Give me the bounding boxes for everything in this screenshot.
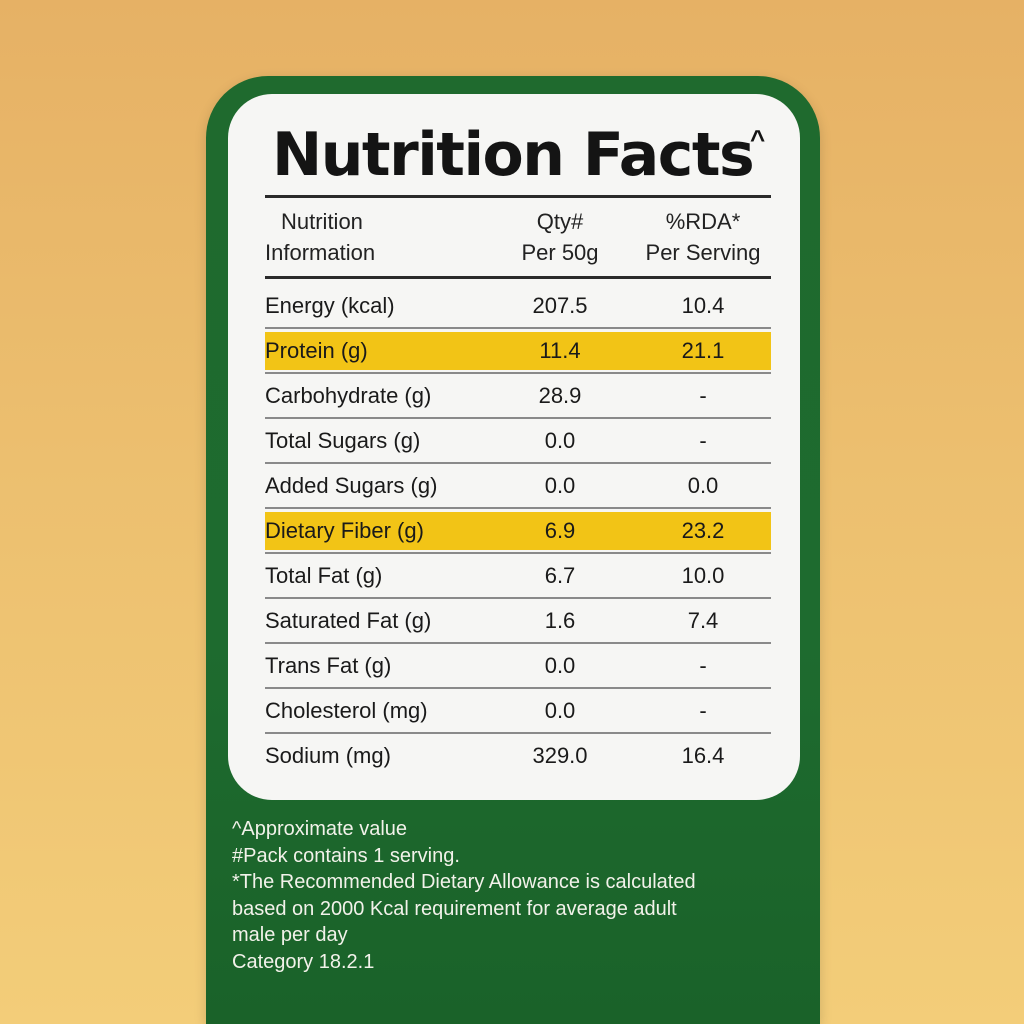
nutrition-facts-title: Nutrition Facts (272, 120, 755, 190)
nutrient-name: Energy (kcal) (265, 293, 395, 318)
header-rda-per-serving: %RDA* Per Serving (645, 209, 761, 265)
footnote-line: ^Approximate value (232, 818, 408, 840)
nutrient-name: Added Sugars (g) (265, 473, 438, 498)
nutrition-table-body: Energy (kcal) 207.5 10.4 Protein (g) 11.4 21.… (265, 284, 771, 779)
rda-per-serving: - (699, 383, 707, 408)
qty-per-50g: 0.0 (544, 653, 576, 678)
title-divider (265, 195, 771, 198)
qty-per-50g: 207.5 (532, 293, 588, 318)
title-row: Nutrition Facts ^ (272, 114, 772, 196)
qty-per-50g: 6.9 (544, 518, 576, 543)
nutrient-name: Sodium (mg) (265, 743, 391, 768)
table-row: Total Sugars (g) 0.0 - (265, 419, 771, 464)
rda-per-serving: 10.4 (681, 293, 725, 318)
rda-per-serving: 10.0 (681, 563, 725, 588)
table-row: Total Fat (g) 6.7 10.0 (265, 554, 771, 599)
footnote-line: male per day (232, 924, 348, 946)
qty-per-50g: 0.0 (544, 698, 576, 723)
rda-per-serving: 0.0 (687, 473, 719, 498)
nutrient-name: Dietary Fiber (g) (265, 518, 424, 543)
header-nutrition-information: Nutrition Information (265, 209, 376, 265)
nutrient-name: Protein (g) (265, 338, 368, 363)
qty-per-50g: 28.9 (538, 383, 582, 408)
nutrient-name: Cholesterol (mg) (265, 698, 428, 723)
table-row: Added Sugars (g) 0.0 0.0 (265, 464, 771, 509)
table-row: Sodium (mg) 329.0 16.4 (265, 734, 771, 779)
nutrient-name: Trans Fat (g) (265, 653, 392, 678)
table-row: Carbohydrate (g) 28.9 - (265, 374, 771, 419)
table-header: Nutrition Information Qty# Per 50g %RDA*… (265, 204, 771, 274)
nutrition-facts-card: Nutrition Facts ^ Nutrition Information … (228, 94, 800, 800)
qty-per-50g: 329.0 (532, 743, 588, 768)
table-row: Saturated Fat (g) 1.6 7.4 (265, 599, 771, 644)
table-row: Dietary Fiber (g) 6.9 23.2 (265, 509, 771, 554)
nutrient-name: Total Fat (g) (265, 563, 383, 588)
title-footnote-mark: ^ (750, 124, 766, 154)
rda-per-serving: - (699, 653, 707, 678)
qty-per-50g: 0.0 (544, 428, 576, 453)
table-row: Energy (kcal) 207.5 10.4 (265, 284, 771, 329)
header-divider (265, 276, 771, 279)
rda-per-serving: - (699, 428, 707, 453)
nutrient-name: Total Sugars (g) (265, 428, 421, 453)
row-highlight (265, 512, 771, 550)
rda-per-serving: 21.1 (681, 338, 725, 363)
row-highlight (265, 332, 771, 370)
qty-per-50g: 6.7 (544, 563, 576, 588)
header-qty-per-50g: Qty# Per 50g (521, 209, 599, 265)
rda-per-serving: 16.4 (681, 743, 725, 768)
footnote-line: *The Recommended Dietary Allowance is ca… (232, 871, 696, 893)
qty-per-50g: 11.4 (539, 338, 581, 363)
footnotes: ^Approximate value #Pack contains 1 servi… (232, 816, 812, 975)
nutrient-name: Saturated Fat (g) (265, 608, 432, 633)
footnote-line: based on 2000 Kcal requirement for avera… (232, 897, 677, 920)
qty-per-50g: 1.6 (544, 608, 576, 633)
qty-per-50g: 0.0 (544, 473, 576, 498)
table-row: Trans Fat (g) 0.0 - (265, 644, 771, 689)
footnote-line: Category 18.2.1 (232, 950, 375, 973)
footnote-line: #Pack contains 1 serving. (232, 844, 460, 867)
table-row: Protein (g) 11.4 21.1 (265, 329, 771, 374)
rda-per-serving: 23.2 (681, 518, 725, 543)
rda-per-serving: - (699, 698, 707, 723)
table-row: Cholesterol (mg) 0.0 - (265, 689, 771, 734)
nutrient-name: Carbohydrate (g) (265, 383, 432, 408)
rda-per-serving: 7.4 (687, 608, 719, 633)
